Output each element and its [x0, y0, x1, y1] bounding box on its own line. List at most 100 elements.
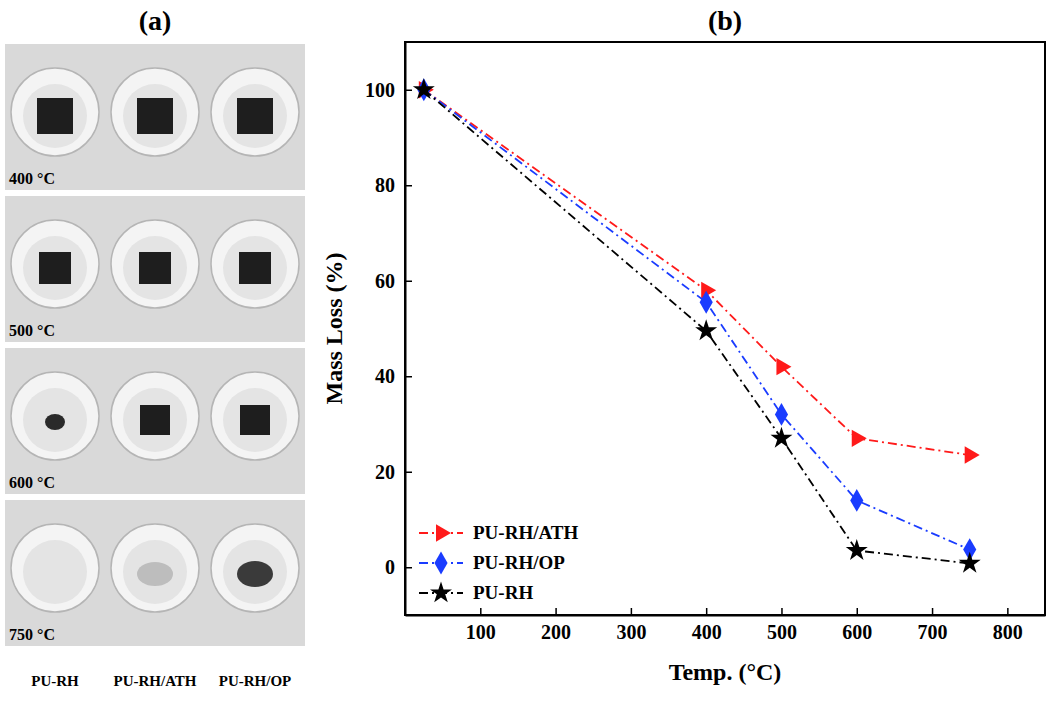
series-marker — [850, 489, 863, 512]
y-axis: 020406080100 — [365, 43, 412, 616]
legend: PU-RH/ATHPU-RH/OPPU-RH — [419, 522, 578, 603]
sample-ash — [237, 561, 273, 587]
sample-char — [137, 98, 173, 134]
crucible — [211, 524, 299, 612]
crucible-inner — [123, 84, 187, 148]
crucible — [11, 68, 99, 156]
x-tick-mark — [631, 608, 633, 615]
x-tick-mark — [555, 608, 557, 615]
sample-label: PU-RH/OP — [219, 673, 292, 689]
x-tick: 300 — [616, 608, 646, 643]
x-tick-mark — [781, 608, 783, 615]
sample-char — [139, 252, 171, 284]
plot-frame — [405, 42, 1045, 615]
y-tick: 0 — [385, 556, 412, 578]
crucible-inner — [223, 236, 287, 300]
y-axis-line — [405, 43, 407, 616]
legend-marker — [436, 524, 451, 541]
x-tick: 700 — [918, 608, 948, 643]
crucible — [111, 372, 199, 460]
crucible-inner — [123, 388, 187, 452]
y-tick: 60 — [375, 270, 412, 292]
crucible-inner — [123, 236, 187, 300]
x-tick: 600 — [842, 608, 872, 643]
x-axis-line — [406, 615, 1046, 617]
photo-row: 750 °C — [5, 500, 305, 646]
temperature-label: 750 °C — [9, 626, 55, 643]
crucible — [211, 220, 299, 308]
series-marker — [775, 403, 788, 426]
legend-entry: PU-RH/ATH — [419, 522, 578, 543]
series-marker — [959, 552, 981, 573]
x-tick-label: 500 — [767, 621, 797, 643]
crucible — [11, 372, 99, 460]
temperature-label: 400 °C — [9, 170, 55, 187]
x-tick-label: 400 — [692, 621, 722, 643]
y-tick-label: 100 — [365, 79, 395, 101]
series-marker — [846, 539, 868, 560]
y-tick: 40 — [375, 365, 412, 387]
sample-label: PU-RH/ATH — [113, 673, 196, 689]
crucible-inner — [223, 540, 287, 604]
legend-marker — [430, 581, 452, 602]
crucible — [111, 220, 199, 308]
x-tick: 100 — [466, 608, 496, 643]
y-tick-mark — [405, 281, 412, 283]
series-marker — [770, 427, 792, 448]
photo-row: 400 °C — [5, 44, 305, 190]
photo-row: 500 °C — [5, 196, 305, 342]
x-tick-label: 100 — [466, 621, 496, 643]
crucible — [211, 372, 299, 460]
sample-char — [39, 252, 71, 284]
chart-panel: (b)100200300400500600700800020406080100T… — [321, 5, 1046, 685]
y-tick-mark — [405, 185, 412, 187]
chart-title: (b) — [708, 5, 742, 36]
crucible-inner — [23, 540, 87, 604]
x-tick-mark — [932, 608, 934, 615]
legend-marker — [434, 552, 447, 575]
y-tick-mark — [405, 90, 412, 92]
crucible — [11, 524, 99, 612]
y-tick: 100 — [365, 79, 412, 101]
crucible-inner — [23, 236, 87, 300]
x-tick-mark — [480, 608, 482, 615]
photo-background — [5, 44, 305, 190]
crucible — [11, 220, 99, 308]
photo-background — [5, 500, 305, 646]
crucible — [211, 68, 299, 156]
legend-entry: PU-RH — [419, 581, 533, 603]
photo-panel: (a)400 °C500 °C600 °C750 °CPU-RHPU-RH/AT… — [5, 5, 305, 689]
crucible-inner — [23, 84, 87, 148]
x-tick: 500 — [767, 608, 797, 643]
figure: (a)400 °C500 °C600 °C750 °CPU-RHPU-RH/AT… — [0, 0, 1064, 704]
y-tick-label: 20 — [375, 461, 395, 483]
sample-char — [239, 252, 271, 284]
photo-background — [5, 196, 305, 342]
x-tick: 200 — [541, 608, 571, 643]
crucible-inner — [223, 84, 287, 148]
crucible-inner — [123, 540, 187, 604]
crucible-inner — [23, 388, 87, 452]
y-tick: 20 — [375, 461, 412, 483]
y-tick-mark — [405, 376, 412, 378]
series-line — [424, 90, 970, 455]
x-tick: 400 — [692, 608, 722, 643]
legend-label: PU-RH/ATH — [473, 522, 578, 543]
x-tick-mark — [1007, 608, 1009, 615]
y-tick-mark — [405, 567, 412, 569]
crucible — [111, 524, 199, 612]
sample-ash — [137, 562, 173, 586]
series-marker — [413, 78, 435, 99]
photo-background — [5, 348, 305, 494]
x-tick: 800 — [993, 608, 1023, 643]
x-axis-title: Temp. (°C) — [669, 659, 782, 685]
series-marker — [700, 291, 713, 314]
y-tick-label: 60 — [375, 270, 395, 292]
x-tick-label: 200 — [541, 621, 571, 643]
sample-char — [240, 405, 270, 435]
series-marker — [852, 430, 867, 447]
crucible — [111, 68, 199, 156]
y-tick-mark — [405, 472, 412, 474]
x-tick-label: 800 — [993, 621, 1023, 643]
y-tick-label: 0 — [385, 556, 395, 578]
